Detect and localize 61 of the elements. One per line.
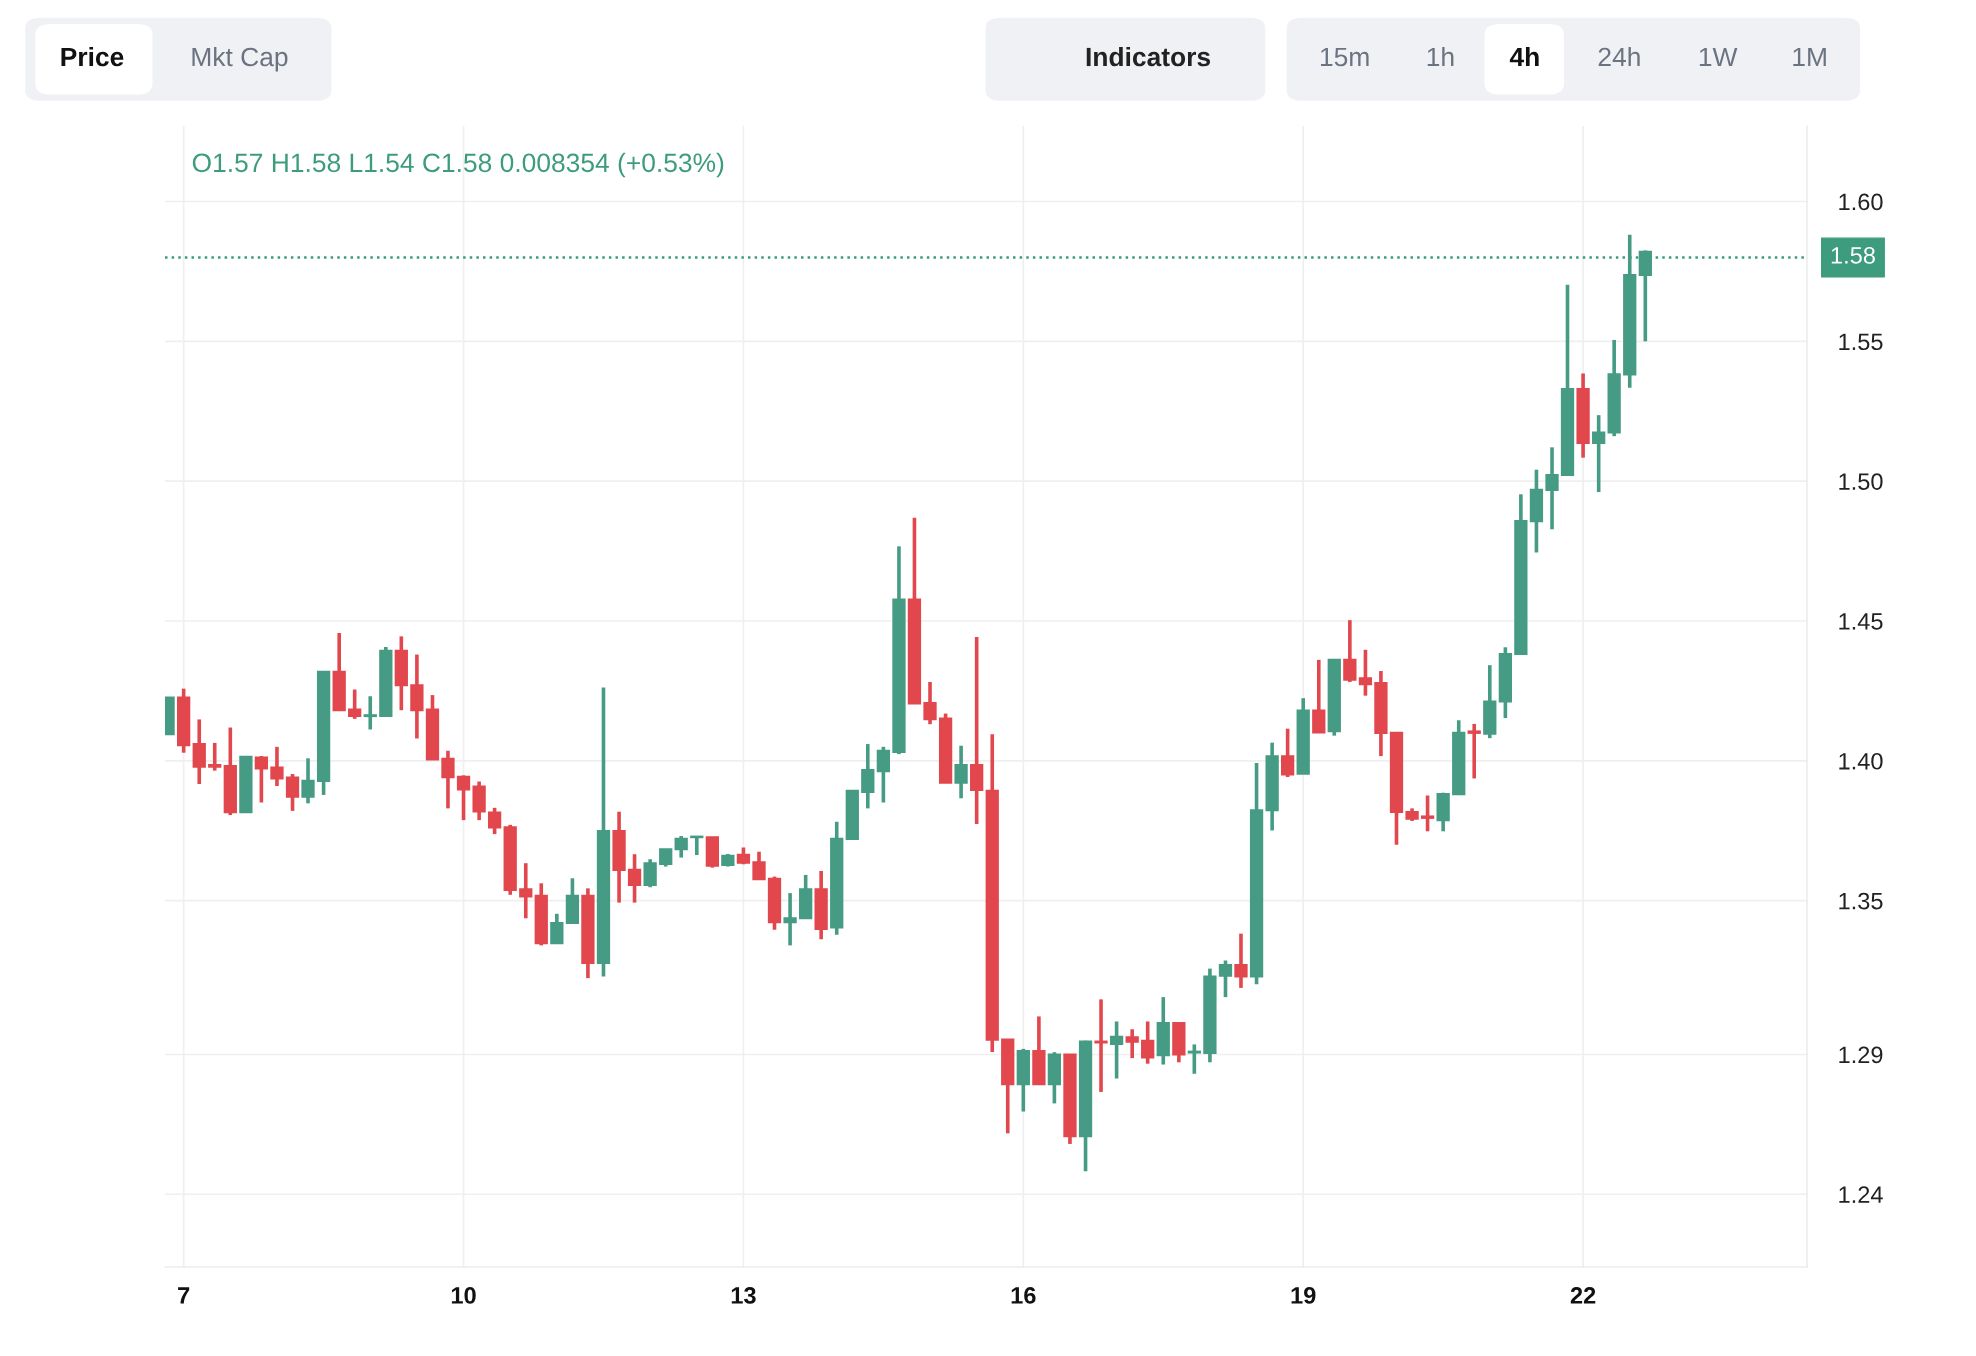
candlestick [876,746,891,803]
text: 1M [1793,47,1826,67]
candlestick [674,836,688,858]
text: Mkt Cap [192,46,288,72]
candlestick [301,758,315,804]
candlestick [254,756,269,803]
y-tick-label: 1.50 [1839,473,1883,490]
y-tick-label: 1.29 [1839,1046,1883,1064]
candlestick [1467,722,1481,779]
candlestick [456,775,471,821]
candlestick [1280,728,1295,779]
candlestick [1592,415,1606,494]
candlestick [441,750,455,809]
candlestick [1187,1044,1201,1074]
candlestick [363,696,377,730]
x-tick-label: 7 [178,1287,190,1304]
text: 24h [1598,46,1640,67]
candlestick [861,744,875,809]
text: Indicators [1086,46,1211,67]
y-tick-label: 1.45 [1839,613,1883,630]
candlestick [270,746,284,786]
candlestick [1343,620,1357,682]
text: Price [61,46,124,67]
candlestick [1358,649,1373,696]
candlestick [285,772,300,811]
x-tick-label: 16 [1011,1287,1036,1304]
x-tick-label: 10 [451,1287,476,1304]
candlestick [550,913,564,945]
candlestick [487,807,502,836]
candlestick [348,689,362,719]
text: 15m [1320,47,1369,67]
ref-line-label: 1.58 [1831,247,1875,264]
text: 4h [1509,46,1539,67]
candlestick [1420,795,1435,832]
y-tick-label: 1.55 [1839,333,1883,351]
candlestick [627,854,642,903]
candlestick [643,859,657,888]
candlestick [954,745,968,799]
y-tick-label: 1.24 [1839,1186,1883,1203]
x-tick-label: 19 [1291,1287,1316,1304]
text: 1h [1427,46,1454,67]
annotation: O1.57 H1.58 L1.54 C1.58 0.008354 (+0.53%) [192,152,724,178]
candlestick [923,680,937,725]
y-tick-label: 1.40 [1839,752,1883,770]
candlestick [519,863,533,919]
candlestick [783,893,797,946]
candlestick [1312,659,1326,734]
candlestick [1545,447,1559,530]
candlestick [1218,960,1233,998]
candlestick [1125,1029,1139,1059]
x-tick-label: 13 [731,1287,756,1304]
candlestick [1141,1021,1155,1064]
y-tick-label: 1.35 [1839,892,1883,910]
candlestick [208,741,222,771]
y-tick-label: 1.60 [1839,193,1883,211]
candlestick [752,851,766,881]
candlestick [1234,933,1248,988]
candlestick [192,719,206,786]
x-tick-label: 22 [1570,1287,1596,1304]
text: 1W [1699,47,1738,67]
candlestick [1109,1021,1124,1079]
